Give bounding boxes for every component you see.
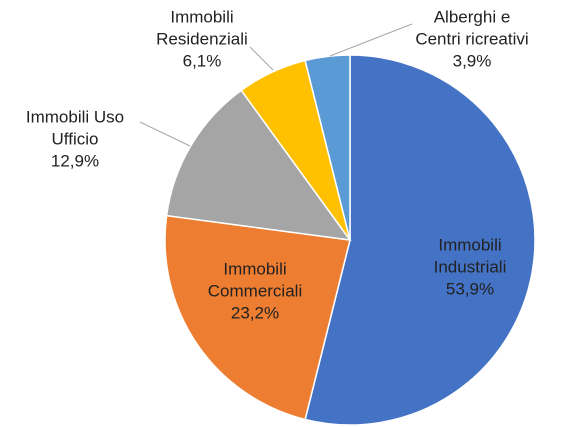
category-label: Immobili — [170, 7, 233, 26]
category-label: Immobili — [223, 259, 286, 278]
category-label: Centri ricreativi — [415, 29, 528, 48]
leader-line — [249, 46, 274, 71]
category-label: Immobili Uso — [26, 107, 124, 126]
category-label: Residenziali — [156, 29, 248, 48]
category-label: Industriali — [434, 257, 507, 276]
pie-slice — [304, 54, 351, 241]
value-label: 3,9% — [453, 51, 492, 70]
value-label: 23,2% — [231, 303, 279, 322]
category-label: Ufficio — [52, 129, 99, 148]
pie-slice — [164, 214, 351, 421]
leader-line — [139, 121, 191, 147]
pie-slice — [304, 54, 536, 426]
value-label: 6,1% — [183, 51, 222, 70]
leader-line — [329, 23, 413, 57]
category-label: Alberghi e — [434, 7, 511, 26]
value-label: 53,9% — [446, 279, 494, 298]
category-label: Immobili — [438, 235, 501, 254]
pie-slice — [165, 89, 352, 241]
category-label: Commerciali — [208, 281, 302, 300]
value-label: 12,9% — [51, 151, 99, 170]
